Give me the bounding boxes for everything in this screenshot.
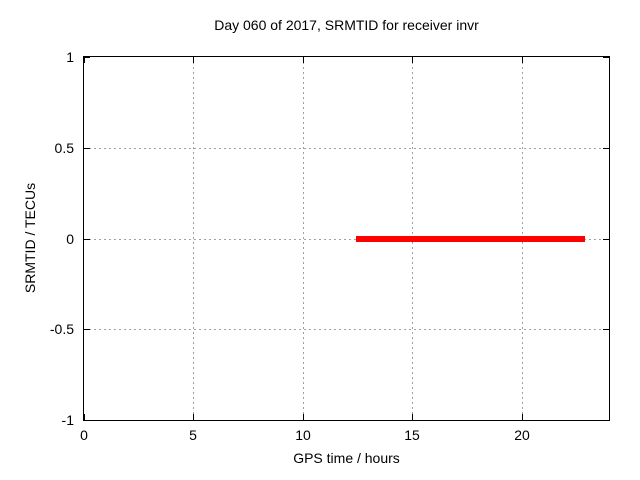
x-tick-label: 10: [295, 427, 311, 443]
y-tick-mark-right: [603, 148, 609, 149]
x-tick-mark-bottom: [522, 414, 523, 420]
plot-area: [83, 56, 610, 421]
chart-title: Day 060 of 2017, SRMTID for receiver inv…: [214, 17, 479, 33]
x-tick-label: 5: [189, 427, 197, 443]
x-tick-mark-bottom: [193, 414, 194, 420]
x-tick-label: 15: [404, 427, 420, 443]
h-gridline: [84, 239, 609, 240]
y-tick-label: -1: [61, 412, 74, 428]
x-tick-mark-top: [84, 57, 85, 63]
x-tick-mark-bottom: [412, 414, 413, 420]
y-tick-mark-right: [603, 57, 609, 58]
v-gridline: [303, 57, 304, 420]
y-tick-mark-left: [84, 148, 90, 149]
y-tick-mark-left: [84, 57, 90, 58]
y-tick-mark-left: [84, 239, 90, 240]
x-tick-mark-bottom: [303, 414, 304, 420]
x-tick-mark-bottom: [84, 414, 85, 420]
x-tick-mark-top: [412, 57, 413, 63]
x-tick-label: 20: [514, 427, 530, 443]
x-tick-mark-top: [303, 57, 304, 63]
y-tick-label: 0: [66, 231, 74, 247]
y-tick-mark-right: [603, 239, 609, 240]
y-tick-mark-left: [84, 329, 90, 330]
y-tick-mark-left: [84, 420, 90, 421]
h-gridline: [84, 148, 609, 149]
y-tick-mark-right: [603, 420, 609, 421]
v-gridline: [193, 57, 194, 420]
y-tick-label: 0.5: [54, 140, 74, 156]
x-tick-mark-top: [193, 57, 194, 63]
y-tick-label: -0.5: [49, 321, 74, 337]
x-tick-label: 0: [80, 427, 88, 443]
y-tick-label: 1: [66, 49, 74, 65]
y-tick-mark-right: [603, 329, 609, 330]
data-series-segment: [356, 236, 585, 242]
x-tick-mark-top: [522, 57, 523, 63]
h-gridline: [84, 329, 609, 330]
x-axis-title: GPS time / hours: [293, 450, 400, 466]
